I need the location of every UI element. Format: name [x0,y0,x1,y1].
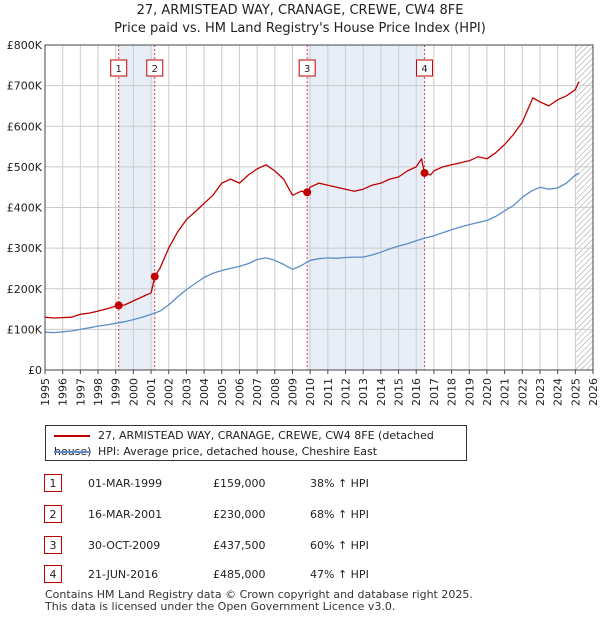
chart-subtitle: Price paid vs. HM Land Registry's House … [114,21,486,36]
chart-title: 27, ARMISTEAD WAY, CRANAGE, CREWE, CW4 8… [136,3,464,18]
y-tick-label: £800K [7,39,43,52]
x-tick-label: 1999 [110,378,123,406]
plot-border [44,44,594,371]
x-tick-label: 2017 [428,378,441,406]
x-tick-label: 2004 [198,378,211,406]
x-tick-label: 2007 [251,378,264,406]
x-tick-label: 2001 [145,378,158,406]
x-tick-label: 2016 [410,378,423,406]
legend-label-hpi: HPI: Average price, detached house, Ches… [98,445,378,458]
sale-date: 16-MAR-2001 [88,508,163,521]
sale-point [303,188,312,197]
x-tick-label: 2005 [216,378,229,406]
sale-badge: 2 [44,505,62,523]
x-tick-label: 1998 [92,378,105,406]
x-tick-label: 1997 [74,378,87,406]
x-tick-label: 2014 [375,378,388,406]
x-tick-label: 2015 [393,378,406,406]
x-tick-label: 2019 [463,378,476,406]
x-tick-label: 1995 [39,378,52,406]
x-tick-label: 2021 [499,378,512,406]
x-tick-label: 2009 [286,378,299,406]
sale-price: £230,000 [213,508,266,521]
x-tick-label: 2003 [180,378,193,406]
y-tick-label: £600K [7,120,43,133]
x-tick-label: 2010 [304,378,317,406]
y-tick-label: £400K [7,202,43,215]
sale-hpi-change: 38% ↑ HPI [310,477,369,490]
x-tick-label: 2011 [322,378,335,406]
y-tick-label: £500K [7,161,43,174]
y-tick-label: £300K [7,242,43,255]
price-chart: 1 2 3 4 £0 £100K £200K £300K £400K £500K £600K £70… [7,39,600,406]
x-tick-label: 2024 [552,378,565,406]
sale-hpi-change: 60% ↑ HPI [310,539,369,552]
footer: Contains HM Land Registry data © Crown c… [45,589,473,613]
sale-badge: 3 [44,536,62,554]
legend-swatch-blue [54,451,90,453]
footer-copyright: Contains HM Land Registry data © Crown c… [45,588,473,601]
x-tick-label: 2020 [481,378,494,406]
y-tick-label: £0 [28,364,42,377]
sale-price: £159,000 [213,477,266,490]
legend: 27, ARMISTEAD WAY, CRANAGE, CREWE, CW4 8… [45,425,467,461]
sale-marker-label: 4 [421,64,427,75]
x-tick-label: 1996 [57,378,70,406]
series-line-hpi [44,172,580,334]
y-tick-label: £700K [7,80,43,93]
sale-point [114,301,123,310]
x-tick-label: 2002 [163,378,176,406]
sale-hpi-change: 68% ↑ HPI [310,508,369,521]
sale-badge: 4 [44,565,62,583]
sale-price: £437,500 [213,539,266,552]
x-tick-label: 2026 [587,378,600,406]
x-tick-label: 2000 [127,378,140,406]
x-tick-label: 2012 [340,378,353,406]
legend-item-property: 27, ARMISTEAD WAY, CRANAGE, CREWE, CW4 8… [54,428,466,458]
sale-point [150,272,159,281]
sale-date: 30-OCT-2009 [88,539,161,552]
sale-hpi-change: 47% ↑ HPI [310,568,369,581]
sale-marker-box [110,59,128,77]
sale-date: 21-JUN-2016 [88,568,159,581]
sale-marker-box [146,59,164,77]
y-tick-label: £100K [7,323,43,336]
sale-marker-box [416,59,434,77]
sale-marker-box [298,59,316,77]
sale-marker-label: 2 [152,64,158,75]
sale-badge: 1 [44,474,62,492]
x-tick-label: 2006 [233,378,246,406]
legend-swatch-red [54,435,90,437]
sale-point [420,168,429,177]
legend-item-hpi: HPI: Average price, detached house, Ches… [54,444,377,460]
x-tick-label: 2018 [446,378,459,406]
x-tick-label: 2008 [269,378,282,406]
series-line-property [44,81,580,319]
sale-date: 01-MAR-1999 [88,477,163,490]
sale-marker-label: 1 [116,64,122,75]
x-tick-label: 2025 [569,378,582,406]
footer-license: This data is licensed under the Open Gov… [45,600,396,613]
y-tick-label: £200K [7,283,43,296]
x-tick-label: 2022 [516,378,529,406]
x-tick-label: 2023 [534,378,547,406]
x-tick-label: 2013 [357,378,370,406]
sale-marker-label: 3 [304,64,310,75]
sale-price: £485,000 [213,568,266,581]
